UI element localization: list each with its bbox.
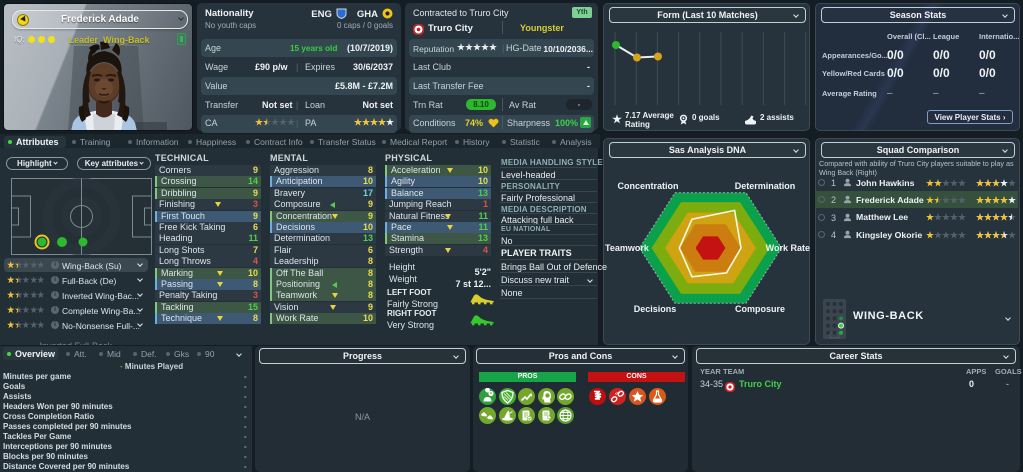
svg-text:Concentration: Concentration	[617, 181, 678, 191]
svg-text:Work Rate: Work Rate	[766, 243, 810, 253]
svg-text:Teamwork: Teamwork	[605, 243, 650, 253]
svg-text:Composure: Composure	[735, 304, 785, 314]
svg-text:Decisions: Decisions	[634, 304, 677, 314]
svg-text:Determination: Determination	[735, 181, 796, 191]
